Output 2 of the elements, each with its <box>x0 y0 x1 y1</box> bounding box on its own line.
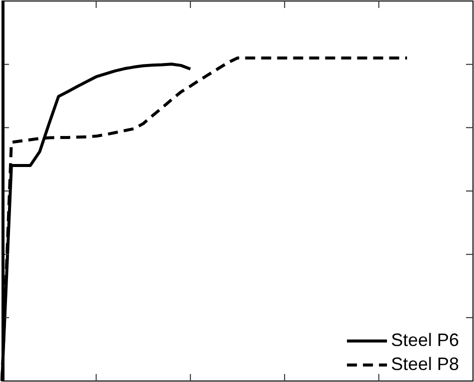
legend-label: Steel P6 <box>390 330 459 350</box>
legend-label: Steel P8 <box>390 354 459 374</box>
